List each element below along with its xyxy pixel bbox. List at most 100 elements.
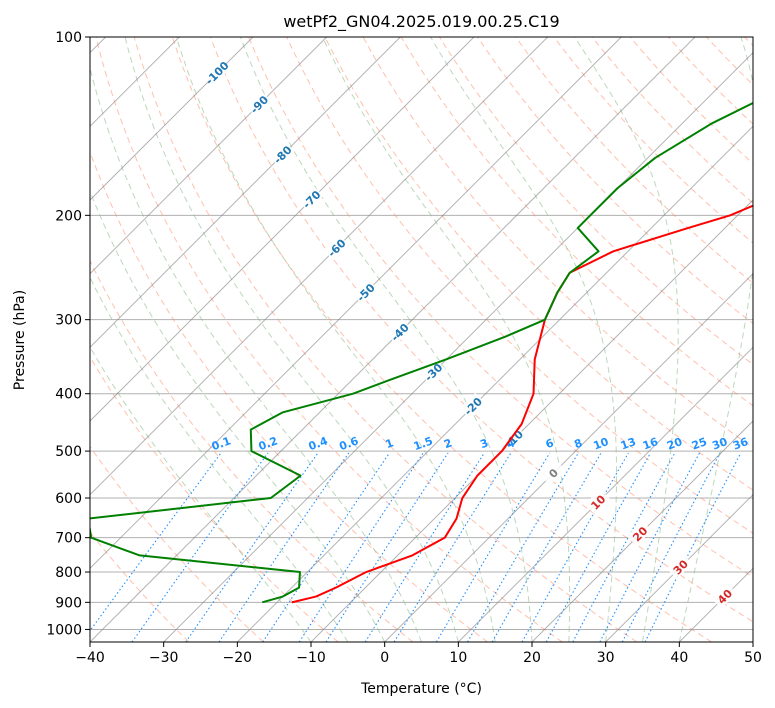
isotherm-line — [457, 346, 753, 642]
dry-adiabat — [248, 37, 753, 578]
mixing-ratio-label: 2 — [442, 436, 454, 451]
isotherm-label-bg — [667, 553, 693, 580]
mixing-ratio-line — [491, 452, 602, 642]
x-tick-label: 0 — [380, 650, 389, 666]
isotherm-label-bg — [584, 488, 611, 515]
series-layer — [90, 101, 753, 604]
moist-adiabat — [90, 276, 349, 642]
x-tick-label: 40 — [670, 650, 688, 666]
mixing-ratio-label: 0.6 — [338, 434, 361, 453]
mixing-ratio-line — [185, 452, 319, 642]
moist-adiabat — [90, 66, 422, 642]
plot-frame — [89, 36, 754, 643]
isotherm-line — [605, 493, 753, 642]
mixing-ratio-line — [364, 452, 485, 642]
dry-adiabat — [95, 37, 563, 642]
isotherm-label-bg — [323, 234, 349, 260]
mixing-ratio-label: 10 — [592, 435, 611, 453]
isotherm-line — [90, 37, 475, 422]
mixing-ratio-label: 36 — [731, 435, 750, 453]
x-axis-ticks: −40 −30 −20 −10 0 10 20 30 40 50 — [75, 642, 762, 666]
x-tick-label: −30 — [149, 650, 179, 666]
isotherm-label-bg — [419, 358, 446, 385]
mixing-ratio-label: 30 — [710, 435, 729, 453]
y-tick-label: 300 — [55, 313, 82, 329]
moist-adiabat — [90, 189, 386, 642]
mixing-ratio-label: 3 — [478, 436, 490, 451]
isotherm-label-bg — [626, 520, 653, 546]
chart-title: wetPf2_GN04.2025.019.00.25.C19 — [283, 12, 559, 32]
isotherm-label-bg — [298, 185, 324, 212]
y-tick-label: 900 — [55, 595, 82, 611]
mixing-ratio-line — [644, 452, 742, 642]
mixing-ratio-line — [393, 452, 512, 642]
x-tick-label: 30 — [597, 650, 615, 666]
mixing-ratio-line — [90, 452, 222, 632]
mixing-ratio-line — [262, 452, 390, 642]
mixing-ratio-labels: 0.1 0.2 0.4 0.6 1 1.5 2 3 4 6 8 10 13 16 20 25 30 36 — [210, 434, 750, 453]
dry-adiabat — [90, 445, 264, 642]
y-tick-label: 600 — [55, 491, 82, 507]
x-tick-label: 20 — [523, 650, 541, 666]
x-tick-label: −20 — [223, 650, 253, 666]
isotherm-line — [310, 199, 753, 642]
y-axis-ticks: 100 200 300 400 500 600 700 800 900 1000 — [46, 30, 90, 638]
x-tick-label: 50 — [744, 650, 762, 666]
isotherm-label-bg — [203, 59, 230, 85]
isotherm-label-bg — [539, 459, 566, 486]
x-axis-title: Temperature (°C) — [360, 681, 482, 697]
mixing-ratio-line — [467, 452, 579, 642]
mixing-ratio-label: 25 — [690, 435, 709, 452]
background-lines — [90, 37, 753, 642]
moist-adiabat — [574, 37, 679, 642]
isotherm-label-bg — [245, 91, 272, 117]
plot-background — [90, 37, 753, 642]
mixing-ratio-line — [298, 452, 424, 642]
mixing-ratio-line — [621, 452, 721, 642]
mixing-ratio-label: 0.4 — [307, 434, 330, 453]
y-axis-title: Pressure (hPa) — [12, 290, 28, 390]
dry-adiabat — [90, 259, 414, 642]
mixing-ratio-label: 6 — [544, 436, 556, 451]
x-tick-label: −40 — [75, 650, 105, 666]
dry-adiabat — [400, 37, 753, 407]
dry-adiabat — [477, 37, 753, 325]
mixing-ratio-label: 0.1 — [210, 434, 233, 453]
moist-adiabat — [124, 37, 459, 642]
y-tick-label: 400 — [55, 387, 82, 403]
y-tick-label: 1000 — [46, 622, 82, 638]
temperature-profile — [291, 204, 753, 604]
y-tick-label: 700 — [55, 531, 82, 547]
isotherm-label-bg — [269, 141, 295, 167]
isotherm-line — [90, 37, 401, 349]
mixing-ratio-label: 13 — [619, 435, 638, 452]
mixing-ratio-label: 1.5 — [412, 434, 435, 453]
x-tick-label: −10 — [296, 650, 326, 666]
dry-adiabat — [629, 37, 753, 165]
moist-adiabat — [322, 37, 571, 642]
isotherm-line — [163, 51, 753, 642]
mixing-ratio-line — [521, 452, 629, 642]
isotherm-label-bg — [711, 583, 737, 609]
mixing-ratio-label: 1 — [384, 436, 396, 451]
moist-adiabat — [678, 37, 753, 642]
moist-adiabat — [430, 37, 618, 642]
isotherm-label-bg — [459, 392, 486, 419]
mixing-ratio-label: 8 — [572, 436, 584, 451]
y-tick-label: 500 — [55, 444, 82, 460]
x-tick-label: 10 — [449, 650, 467, 666]
dry-adiabat — [591, 37, 753, 204]
mixing-ratio-label: 0.2 — [257, 434, 280, 453]
isotherm-line — [90, 37, 549, 496]
isotherm-label-bg — [386, 318, 412, 345]
isotherm-line — [90, 37, 622, 570]
mixing-ratio-line — [131, 452, 269, 642]
mixing-ratio-label: 16 — [641, 435, 660, 453]
isotherm-line — [90, 37, 328, 275]
mixing-ratio-line — [435, 452, 551, 642]
dewpoint-profile — [90, 101, 753, 604]
moist-adiabat — [175, 37, 496, 642]
y-tick-label: 800 — [55, 565, 82, 581]
dry-adiabat — [171, 37, 712, 642]
